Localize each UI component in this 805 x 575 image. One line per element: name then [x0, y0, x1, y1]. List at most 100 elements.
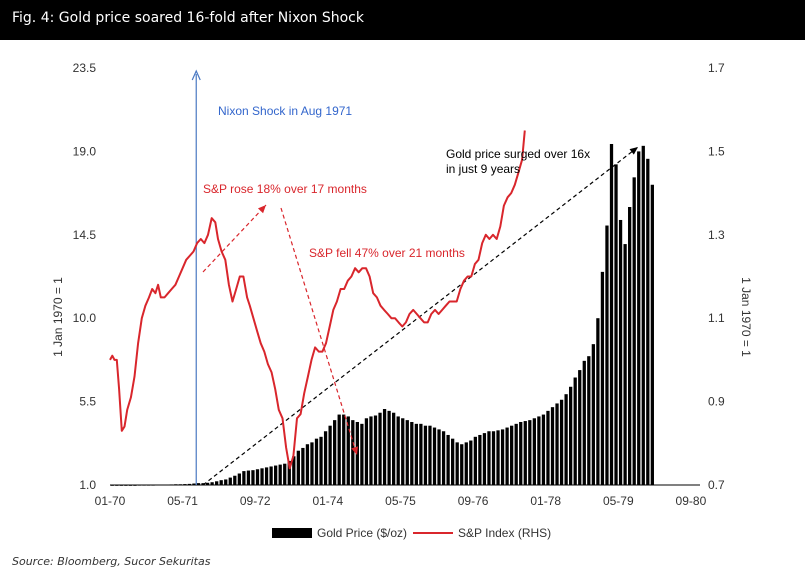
gold-bar: [292, 456, 296, 485]
gold-bar: [160, 484, 164, 486]
gold-bar: [119, 485, 123, 486]
gold-bar: [537, 416, 541, 485]
gold-bar: [578, 370, 582, 485]
gold-bar: [319, 436, 323, 485]
nixon-annotation: Nixon Shock in Aug 1971: [218, 104, 352, 118]
gold-bar: [473, 436, 477, 485]
gold-bar: [233, 475, 237, 485]
gold-bar: [609, 143, 614, 485]
y-axis-left-label: 1 Jan 1970 = 1: [51, 277, 65, 357]
gold-bar: [115, 485, 119, 486]
gold-bar: [205, 482, 210, 485]
gold-bar: [519, 421, 523, 485]
gold-bar: [432, 427, 437, 485]
gold-bar: [428, 425, 432, 485]
gold-bar: [278, 464, 282, 485]
gold-bar: [128, 485, 133, 486]
gold-bar: [646, 158, 650, 485]
gold-bar: [587, 356, 591, 485]
gold-bar: [264, 467, 269, 485]
gold-bar: [605, 225, 609, 485]
gold-bar: [437, 429, 441, 485]
gold-bar: [641, 145, 645, 485]
x-tick-label: 05-71: [167, 494, 198, 508]
gold-bars-group: [110, 143, 654, 486]
y-right-tick-label: 0.9: [708, 395, 725, 409]
gold-bar: [482, 433, 487, 485]
gold-bar: [637, 151, 641, 485]
gold-bar: [124, 485, 128, 486]
gold-bar: [546, 410, 550, 485]
gold-bar: [650, 184, 654, 485]
y-left-tick-label: 5.5: [79, 395, 96, 409]
y-left-tick-label: 14.5: [73, 228, 97, 242]
gold-bar: [618, 219, 623, 485]
gold-bar: [364, 418, 369, 485]
gold-surge-annotation-line1: Gold price surged over 16x: [446, 147, 590, 161]
gold-bar: [342, 414, 346, 485]
gold-bar: [541, 414, 546, 485]
gold-bar: [224, 479, 228, 485]
gold-bar: [274, 465, 278, 485]
gold-bar: [165, 484, 169, 486]
x-tick-label: 09-80: [676, 494, 707, 508]
gold-bar: [355, 421, 359, 485]
gold-bar: [496, 430, 500, 485]
y-left-tick-label: 10.0: [73, 311, 97, 325]
gold-bar: [591, 344, 595, 485]
gold-bar: [628, 207, 632, 485]
gold-bar: [201, 483, 205, 485]
gold-bar: [550, 407, 555, 485]
gold-bar: [392, 412, 396, 485]
gold-bar: [396, 416, 400, 485]
gold-bar: [137, 484, 142, 486]
figure-header: Fig. 4: Gold price soared 16-fold after …: [0, 0, 805, 40]
gold-bar: [469, 440, 473, 485]
gold-bar: [242, 471, 246, 485]
gold-bar: [210, 482, 214, 485]
gold-bar: [382, 409, 387, 485]
gold-bar: [623, 244, 627, 485]
gold-bar: [555, 403, 559, 485]
gold-bar: [255, 469, 260, 485]
figure-title: Fig. 4: Gold price soared 16-fold after …: [12, 10, 364, 26]
gold-bar: [446, 434, 450, 485]
gold-bar: [301, 447, 305, 485]
gold-bar: [478, 434, 482, 485]
gold-surge-annotation-line2: in just 9 years: [446, 162, 520, 176]
gold-bar: [346, 416, 350, 485]
gold-bar: [523, 421, 527, 485]
gold-surge-arrow: [202, 146, 639, 486]
gold-bar: [500, 429, 505, 485]
gold-bar: [373, 415, 378, 485]
gold-bar: [283, 463, 287, 485]
gold-bar: [310, 442, 314, 485]
gold-bar: [219, 480, 223, 485]
gold-bar: [632, 177, 636, 485]
gold-bar: [287, 460, 291, 485]
gold-bar: [387, 410, 391, 485]
gold-bar: [460, 444, 464, 485]
y-left-tick-label: 19.0: [73, 144, 97, 158]
gold-bar: [192, 483, 196, 485]
gold-bar: [405, 420, 409, 485]
gold-bar: [514, 423, 518, 485]
gold-bar: [600, 271, 605, 485]
sp-fall-annotation: S&P fell 47% over 21 months: [309, 246, 465, 260]
gold-bar: [464, 442, 468, 485]
gold-bar: [564, 394, 568, 485]
legend-gold-label: Gold Price ($/oz): [317, 526, 407, 540]
gold-bar: [251, 470, 255, 485]
gold-bar: [423, 425, 428, 485]
y-right-tick-label: 1.1: [708, 311, 725, 325]
y-left-tick-label: 1.0: [79, 478, 96, 492]
y-axis-right-label: 1 Jan 1970 = 1: [739, 277, 753, 357]
x-tick-label: 05-75: [385, 494, 416, 508]
y-right-tick-label: 1.5: [708, 144, 725, 158]
gold-bar: [133, 485, 137, 486]
gold-bar: [269, 466, 273, 485]
gold-bar: [174, 484, 178, 486]
gold-bar: [505, 427, 509, 485]
gold-bar: [333, 420, 337, 485]
gold-bar: [151, 484, 155, 486]
